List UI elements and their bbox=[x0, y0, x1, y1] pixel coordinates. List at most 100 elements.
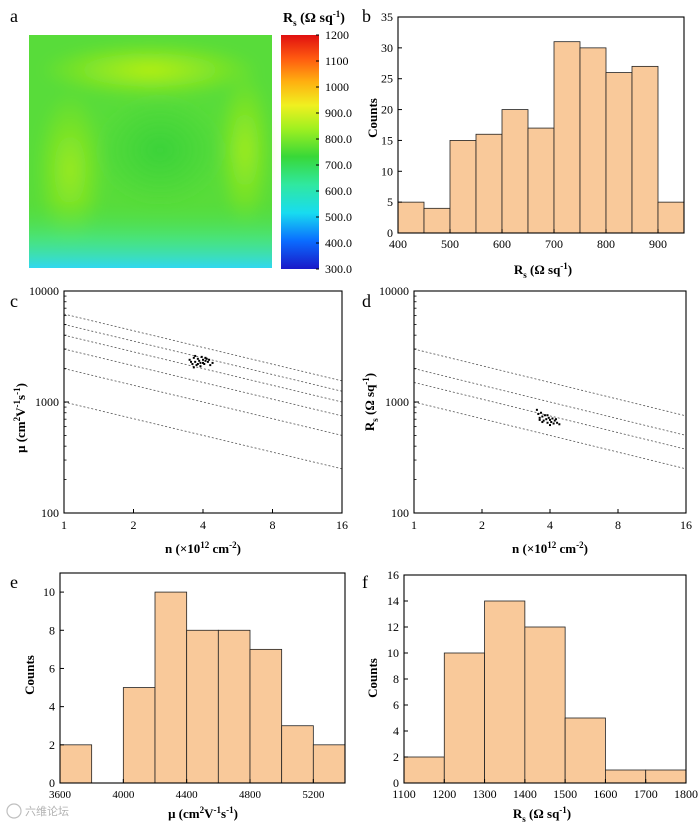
data-point bbox=[542, 419, 545, 422]
y-tick-label: 10 bbox=[381, 164, 393, 178]
histogram-bar bbox=[564, 717, 606, 784]
x-tick-label: 16 bbox=[336, 518, 348, 532]
watermark: 六维论坛 bbox=[6, 803, 69, 819]
x-tick-label: 1100 bbox=[392, 787, 416, 801]
y-tick-label: 10000 bbox=[379, 284, 409, 298]
data-point bbox=[552, 422, 555, 425]
data-point bbox=[551, 417, 554, 420]
panel-b: b 400 500 600 700 800 900 0 5 10 15 20 25 30 35 Count… bbox=[362, 6, 685, 280]
y-tick-label: 12 bbox=[387, 620, 399, 634]
x-tick-label: 5200 bbox=[302, 789, 325, 801]
x-tick-label: 1500 bbox=[553, 787, 577, 801]
y-tick-label: 2 bbox=[49, 738, 55, 752]
data-point bbox=[208, 358, 211, 361]
data-point bbox=[538, 418, 541, 421]
plot-frame bbox=[63, 290, 343, 514]
guide-line bbox=[413, 368, 687, 436]
histogram-bar bbox=[605, 72, 633, 234]
colorbar-tick-label: 1000 bbox=[325, 80, 349, 94]
colorbar-tick-label: 1100 bbox=[325, 54, 349, 68]
panel-label-d: d bbox=[362, 291, 371, 311]
y-tick-label: 30 bbox=[381, 41, 393, 55]
y-tick-label: 8 bbox=[49, 623, 55, 637]
x-tick-label: 1 bbox=[411, 518, 417, 532]
colorbar-tick-label: 300.0 bbox=[325, 262, 352, 276]
histogram-bar bbox=[553, 41, 581, 234]
data-point bbox=[546, 421, 549, 424]
histogram-bar bbox=[397, 201, 425, 234]
histogram-bar bbox=[59, 744, 93, 784]
data-point bbox=[538, 416, 541, 419]
histogram-bar bbox=[631, 65, 659, 234]
data-point bbox=[199, 365, 202, 368]
y-tick-label: 5 bbox=[387, 195, 393, 209]
panel-f: f 1100 1200 1300 1400 1500 1600 1700 1800024681… bbox=[362, 568, 698, 823]
data-point bbox=[535, 408, 538, 411]
x-tick-label: 500 bbox=[441, 237, 459, 251]
x-tick-label: 1300 bbox=[473, 787, 497, 801]
scatter-c: 1 2 4 8 16 10000 1000 100 bbox=[29, 284, 348, 532]
y-tick-label: 0 bbox=[387, 226, 393, 240]
data-point bbox=[553, 419, 556, 422]
x-tick-label: 400 bbox=[389, 237, 407, 251]
histogram-bar bbox=[281, 725, 314, 784]
x-tick-label: 2 bbox=[479, 518, 485, 532]
y-tick-label: 0 bbox=[393, 776, 399, 790]
x-tick-label: 700 bbox=[545, 237, 563, 251]
watermark-icon bbox=[6, 803, 22, 819]
y-tick-label: 10 bbox=[387, 646, 399, 660]
heatmap-region-bottom bbox=[29, 200, 272, 268]
y-tick-label: 14 bbox=[387, 594, 399, 608]
data-point bbox=[194, 354, 197, 357]
guide-line bbox=[63, 324, 343, 392]
y-tick-label: 16 bbox=[387, 568, 399, 582]
panel-label-a: a bbox=[10, 6, 18, 26]
data-point bbox=[537, 412, 540, 415]
data-point bbox=[205, 357, 208, 360]
ylabel-c: μ (cm2V-1s-1) bbox=[12, 383, 28, 453]
ylabel-b: Counts bbox=[365, 98, 380, 138]
y-tick-label: 1000 bbox=[385, 395, 409, 409]
ylabel-f: Counts bbox=[365, 658, 380, 698]
y-tick-label: 20 bbox=[381, 103, 393, 117]
guide-line bbox=[63, 368, 343, 436]
histogram-bar bbox=[645, 769, 687, 784]
x-tick-label: 4000 bbox=[112, 789, 135, 801]
data-point bbox=[194, 360, 197, 363]
data-point bbox=[204, 359, 207, 362]
heatmap bbox=[29, 35, 273, 268]
data-point bbox=[192, 366, 195, 369]
x-tick-label: 4 bbox=[547, 518, 553, 532]
data-point bbox=[549, 418, 551, 421]
x-tick-label: 600 bbox=[493, 237, 511, 251]
data-point bbox=[192, 356, 195, 359]
x-tick-label: 3600 bbox=[49, 789, 72, 801]
heatmap-region-top bbox=[40, 42, 260, 98]
x-tick-label: 800 bbox=[597, 237, 615, 251]
guide-line bbox=[413, 401, 687, 470]
y-tick-label: 0 bbox=[49, 776, 55, 790]
y-tick-label: 6 bbox=[393, 698, 399, 712]
data-point bbox=[199, 361, 202, 364]
guide-line bbox=[63, 313, 343, 382]
data-point bbox=[549, 424, 551, 427]
histogram-f: 1100 1200 1300 1400 1500 1600 1700 1800 0 2 4 6 8 10 1… bbox=[387, 568, 698, 801]
data-point bbox=[211, 361, 214, 364]
colorbar-tick-label: 1200 bbox=[325, 28, 349, 42]
data-point bbox=[190, 360, 193, 363]
data-point bbox=[200, 355, 203, 358]
histogram-bar bbox=[501, 109, 529, 234]
data-point bbox=[209, 364, 212, 367]
y-tick-label: 8 bbox=[393, 672, 399, 686]
y-tick-label: 6 bbox=[49, 661, 55, 675]
y-tick-label: 1000 bbox=[35, 395, 59, 409]
x-tick-label: 16 bbox=[680, 518, 692, 532]
data-point bbox=[543, 414, 546, 417]
histogram-bar bbox=[403, 756, 445, 784]
histogram-bar bbox=[475, 133, 503, 234]
x-tick-label: 1700 bbox=[634, 787, 658, 801]
histogram-bar bbox=[657, 201, 685, 234]
data-point bbox=[203, 362, 206, 365]
x-tick-label: 1400 bbox=[513, 787, 537, 801]
